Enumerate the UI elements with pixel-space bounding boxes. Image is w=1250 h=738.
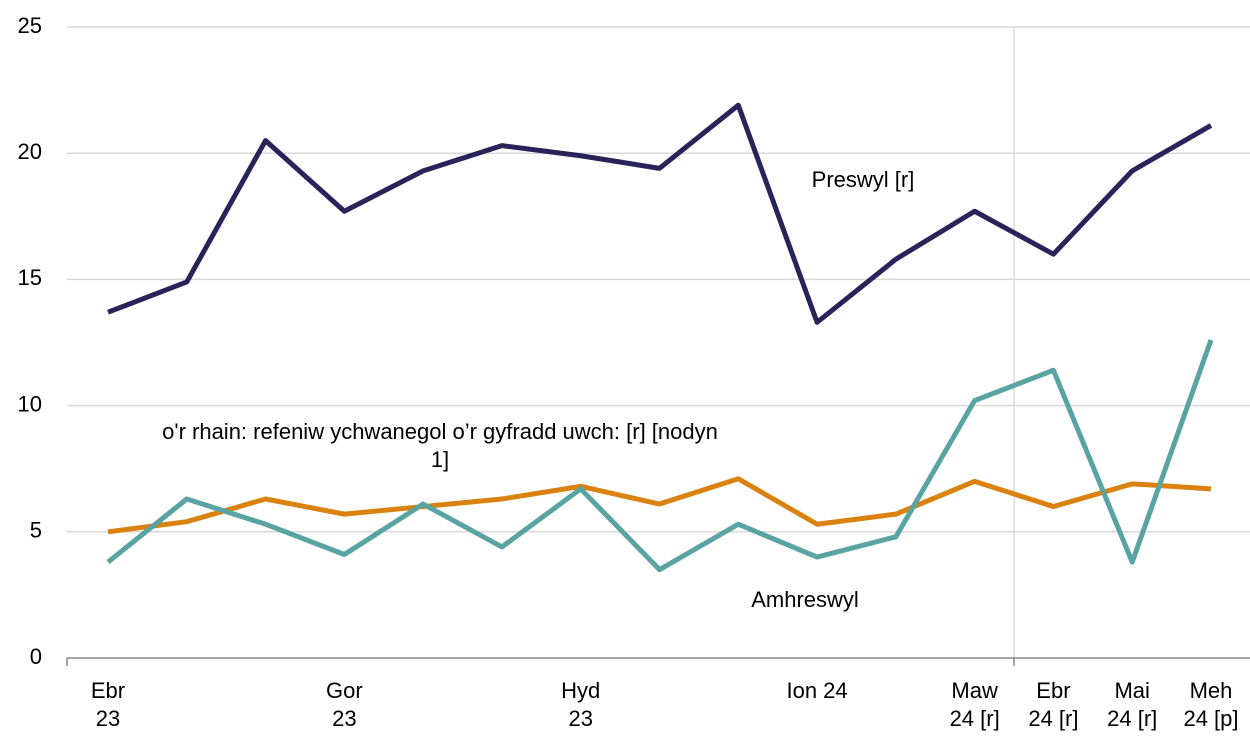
x-tick-label: Maw 24 [r] [949,678,1000,731]
y-tick-label: 10 [18,391,42,416]
series-line [107,476,1212,535]
x-tick-label: Meh 24 [p] [1183,678,1239,731]
y-tick-label: 20 [18,139,42,164]
series-line [106,339,1214,573]
x-tick-label: Gor 23 [326,678,363,731]
y-tick-label: 0 [30,644,42,669]
x-tick-label: Ion 24 [786,678,848,703]
series-label: o'r rhain: refeniw ychwanegol o’r gyfrad… [162,419,718,472]
x-tick-label: Ebr 23 [90,678,126,731]
series-label: Amhreswyl [751,587,859,612]
series-line [107,102,1213,325]
x-tick-label: Ebr 24 [r] [1028,678,1079,731]
y-tick-label: 15 [18,265,42,290]
x-tick-label: Mai 24 [r] [1107,678,1158,731]
y-tick-label: 5 [30,518,42,543]
y-tick-label: 25 [18,13,42,38]
x-tick-label: Hyd 23 [561,678,601,731]
series-label: Preswyl [r] [811,167,915,192]
